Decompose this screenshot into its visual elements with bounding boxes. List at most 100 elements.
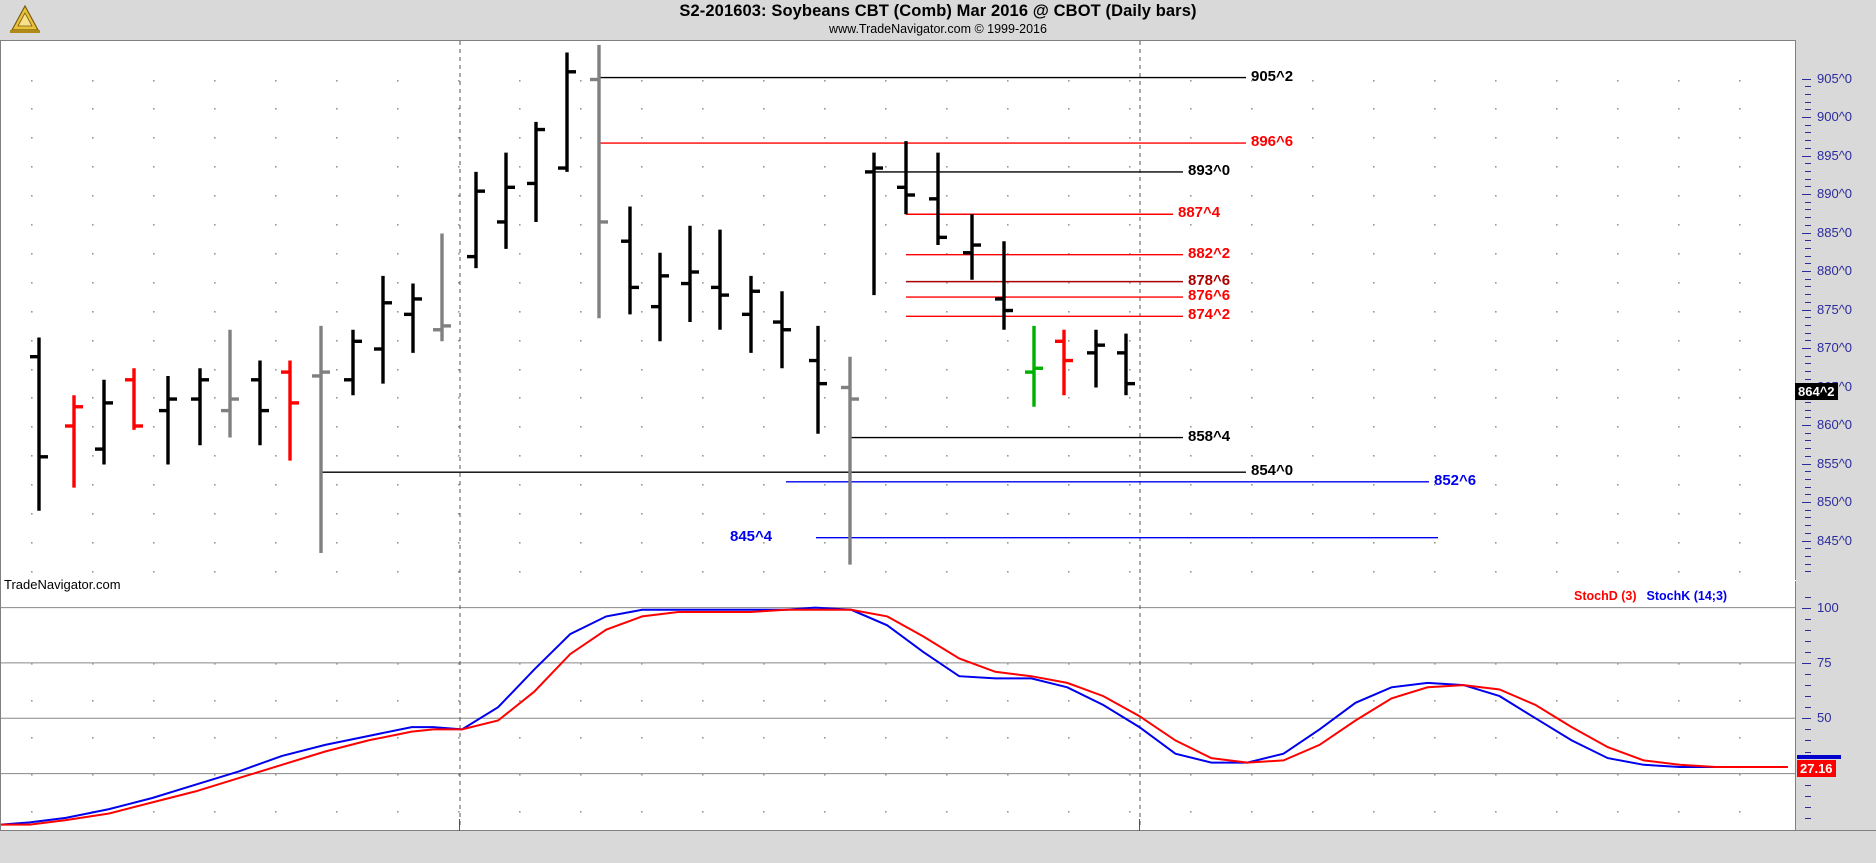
indicator-minor-tick bbox=[1805, 618, 1811, 620]
price-minor-tick bbox=[1805, 494, 1811, 496]
date-axis-tick bbox=[459, 819, 460, 831]
price-minor-tick bbox=[1805, 255, 1811, 257]
stoch-k-legend-label: StochK (14;3) bbox=[1646, 589, 1728, 603]
price-minor-tick bbox=[1805, 324, 1811, 326]
price-minor-tick bbox=[1805, 448, 1811, 450]
level-label-882-2: 882^2 bbox=[1188, 244, 1231, 262]
price-minor-tick bbox=[1805, 163, 1811, 165]
price-tick-label: 870^0 bbox=[1817, 340, 1853, 355]
price-minor-tick bbox=[1805, 525, 1811, 527]
indicator-tick-label: 50 bbox=[1817, 710, 1832, 726]
price-tick-label: 860^0 bbox=[1817, 417, 1853, 432]
price-minor-tick bbox=[1805, 486, 1811, 488]
level-label-887-4: 887^4 bbox=[1178, 204, 1221, 222]
price-minor-tick bbox=[1805, 532, 1811, 534]
date-axis[interactable]: Dec-15Jan-16 bbox=[0, 819, 1876, 863]
price-minor-tick bbox=[1805, 548, 1811, 550]
price-tick-mark bbox=[1802, 232, 1811, 234]
price-minor-tick bbox=[1805, 247, 1811, 249]
price-minor-tick bbox=[1805, 301, 1811, 303]
price-minor-tick bbox=[1805, 517, 1811, 519]
price-axis[interactable]: 905^0 900^0 895^0 890^0 885^0 880^0 875^0 870^0… bbox=[1795, 40, 1876, 580]
price-minor-tick bbox=[1805, 217, 1811, 219]
level-label-854-0: 854^0 bbox=[1251, 462, 1294, 480]
price-tick-mark bbox=[1802, 78, 1811, 80]
price-minor-tick bbox=[1805, 455, 1811, 457]
watermark-label: TradeNavigator.com bbox=[4, 577, 121, 592]
price-tick-mark bbox=[1802, 502, 1811, 503]
level-label-876-6: 876^6 bbox=[1188, 287, 1231, 305]
price-minor-tick bbox=[1805, 278, 1811, 280]
price-tick-label: 845^0 bbox=[1817, 532, 1853, 548]
price-minor-tick bbox=[1805, 409, 1811, 411]
level-label-852-6: 852^6 bbox=[1434, 471, 1477, 489]
indicator-axis[interactable]: 100 75 50 bbox=[1795, 581, 1876, 830]
indicator-minor-tick bbox=[1805, 718, 1811, 720]
indicator-minor-tick bbox=[1805, 596, 1811, 598]
price-plot-svg bbox=[30, 41, 1741, 580]
price-minor-tick bbox=[1805, 263, 1811, 265]
indicator-tick-label: 75 bbox=[1817, 654, 1832, 670]
price-minor-tick bbox=[1805, 571, 1811, 573]
indicator-minor-tick bbox=[1805, 629, 1811, 631]
price-minor-tick bbox=[1805, 201, 1811, 203]
stochastic-value-badge: 27.16 bbox=[1797, 759, 1836, 777]
price-tick-mark bbox=[1802, 463, 1811, 465]
indicator-minor-tick bbox=[1805, 784, 1811, 786]
price-tick-label: 885^0 bbox=[1817, 224, 1853, 240]
price-minor-tick bbox=[1805, 371, 1811, 373]
indicator-minor-tick bbox=[1805, 607, 1811, 609]
price-chart-pane[interactable] bbox=[0, 40, 1796, 582]
level-label-905-2: 905^2 bbox=[1251, 67, 1294, 85]
indicator-minor-tick bbox=[1805, 729, 1811, 731]
price-minor-tick bbox=[1805, 286, 1811, 288]
price-tick-mark bbox=[1802, 155, 1811, 157]
price-tick-label: 855^0 bbox=[1817, 455, 1853, 471]
price-minor-tick bbox=[1805, 240, 1811, 242]
price-tick-label: 895^0 bbox=[1817, 147, 1853, 163]
price-minor-tick bbox=[1805, 86, 1811, 88]
indicator-minor-tick bbox=[1805, 651, 1811, 653]
stochastic-legend: StochD (3) StochK (14;3) bbox=[1574, 589, 1727, 603]
price-minor-tick bbox=[1805, 294, 1811, 296]
price-minor-tick bbox=[1805, 186, 1811, 188]
price-minor-tick bbox=[1805, 355, 1811, 357]
price-minor-tick bbox=[1805, 140, 1811, 142]
price-tick-label: 880^0 bbox=[1817, 263, 1853, 278]
price-minor-tick bbox=[1805, 317, 1811, 319]
indicator-minor-tick bbox=[1805, 685, 1811, 687]
trade-navigator-logo-icon bbox=[10, 4, 40, 33]
price-minor-tick bbox=[1805, 224, 1811, 226]
price-minor-tick bbox=[1805, 471, 1811, 473]
price-minor-tick bbox=[1805, 170, 1811, 172]
price-tick-mark bbox=[1802, 425, 1811, 426]
indicator-minor-tick bbox=[1805, 662, 1811, 664]
price-minor-tick bbox=[1805, 417, 1811, 419]
price-tick-mark bbox=[1802, 194, 1811, 195]
indicator-minor-tick bbox=[1805, 740, 1811, 742]
price-minor-tick bbox=[1805, 209, 1811, 211]
chart-header: S2-201603: Soybeans CBT (Comb) Mar 2016 … bbox=[0, 0, 1876, 40]
level-label-845-4: 845^4 bbox=[730, 527, 773, 545]
indicator-tick-label: 100 bbox=[1817, 599, 1839, 615]
price-minor-tick bbox=[1805, 440, 1811, 442]
price-minor-tick bbox=[1805, 109, 1811, 111]
price-minor-tick bbox=[1805, 101, 1811, 103]
last-price-badge: 864^2 bbox=[1795, 383, 1838, 401]
price-tick-mark bbox=[1802, 309, 1811, 311]
price-tick-mark bbox=[1802, 117, 1811, 118]
stochastic-indicator-pane[interactable] bbox=[0, 581, 1796, 831]
price-tick-label: 850^0 bbox=[1817, 494, 1853, 509]
level-label-896-6: 896^6 bbox=[1251, 133, 1294, 151]
price-minor-tick bbox=[1805, 555, 1811, 557]
price-minor-tick bbox=[1805, 93, 1811, 95]
indicator-minor-tick bbox=[1805, 806, 1811, 808]
price-minor-tick bbox=[1805, 147, 1811, 149]
price-minor-tick bbox=[1805, 478, 1811, 480]
indicator-minor-tick bbox=[1805, 707, 1811, 709]
indicator-minor-tick bbox=[1805, 817, 1811, 819]
price-tick-label: 905^0 bbox=[1817, 70, 1853, 86]
price-tick-label: 890^0 bbox=[1817, 186, 1853, 201]
level-label-858-4: 858^4 bbox=[1188, 427, 1231, 445]
